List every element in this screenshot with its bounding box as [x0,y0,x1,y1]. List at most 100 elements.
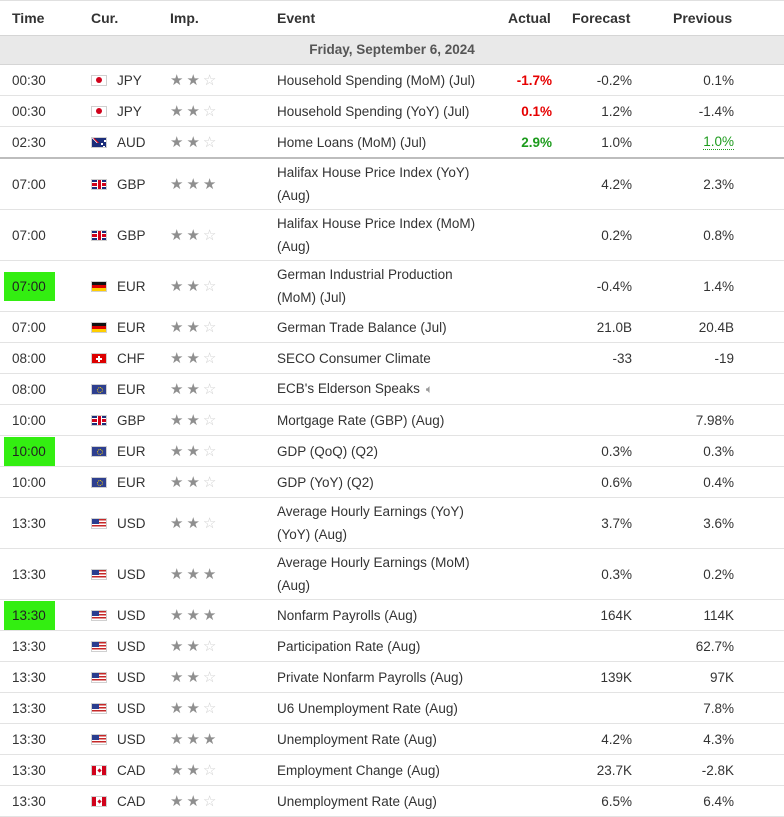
event-name[interactable]: Private Nonfarm Payrolls (Aug) [277,669,464,685]
event-row[interactable]: 13:30 USD ★ ★ ☆ Participation Rate (Aug) 62.7% [0,631,784,662]
event-name[interactable]: Average Hourly Earnings (MoM) (Aug) [277,555,470,593]
uk-flag-icon [91,229,107,241]
event-row[interactable]: 07:00 EUR ★ ★ ☆ German Industrial Production … [0,261,784,312]
event-name-cell[interactable]: Unemployment Rate (Aug) [277,786,492,816]
event-name[interactable]: U6 Unemployment Rate (Aug) [277,700,458,716]
star-empty-icon: ☆ [202,380,217,398]
currency-code: EUR [117,319,146,335]
event-name-cell[interactable]: SECO Consumer Climate [277,343,492,373]
flag-cell [91,127,109,157]
event-row[interactable]: 13:30 USD ★ ★ ★ Nonfarm Payrolls (Aug) 164K 114… [0,600,784,631]
importance-stars: ★ ★ ☆ [170,261,234,311]
event-name-cell[interactable]: Nonfarm Payrolls (Aug) [277,600,492,630]
event-name[interactable]: Household Spending (MoM) (Jul) [277,72,476,88]
column-header-time[interactable]: Time [12,10,45,26]
previous-value: 3.6% [703,515,734,531]
currency-cell: USD [117,600,157,630]
event-row[interactable]: 10:00 EUR ★ ★ ☆ GDP (YoY) (Q2) 0.6% 0.4% [0,467,784,498]
event-name[interactable]: GDP (QoQ) (Q2) [277,443,379,459]
column-header-forecast[interactable]: Forecast [572,10,631,26]
event-name[interactable]: Employment Change (Aug) [277,762,440,778]
star-filled-icon: ★ [170,792,184,810]
star-filled-icon: ★ [170,730,184,748]
event-row[interactable]: 00:30 JPY ★ ★ ☆ Household Spending (MoM) (Jul… [0,65,784,96]
event-row[interactable]: 10:00 GBP ★ ★ ☆ Mortgage Rate (GBP) (Aug) 7.98… [0,405,784,436]
event-name-cell[interactable]: German Trade Balance (Jul) [277,312,492,342]
speaker-icon[interactable]: 🔈︎ [425,382,434,396]
forecast-value: 23.7K [596,762,632,778]
event-name-cell[interactable]: Home Loans (MoM) (Jul) [277,127,492,157]
event-name-cell[interactable]: Halifax House Price Index (MoM) (Aug) [277,210,492,260]
event-name-cell[interactable]: U6 Unemployment Rate (Aug) [277,693,492,723]
event-row[interactable]: 13:30 CAD ★ ★ ☆ Employment Change (Aug) 23.7K -… [0,755,784,786]
event-row[interactable]: 02:30 AUD ★ ★ ☆ Home Loans (MoM) (Jul) 2.9% 1.0… [0,127,784,159]
event-name[interactable]: German Trade Balance (Jul) [277,319,447,335]
event-row[interactable]: 10:00 EUR ★ ★ ☆ GDP (QoQ) (Q2) 0.3% 0.3% [0,436,784,467]
event-time: 07:00 [12,227,46,243]
currency-cell: GBP [117,210,157,260]
event-name-cell[interactable]: GDP (QoQ) (Q2) [277,436,492,466]
event-name[interactable]: German Industrial Production (MoM) (Jul) [277,267,453,305]
event-name[interactable]: Halifax House Price Index (MoM) (Aug) [277,216,476,254]
forecast-cell: 4.2% [560,159,632,209]
event-name[interactable]: ECB's Elderson Speaks [277,381,420,396]
event-name-cell[interactable]: Average Hourly Earnings (YoY) (YoY) (Aug… [277,498,492,548]
event-name-cell[interactable]: Private Nonfarm Payrolls (Aug) [277,662,492,692]
event-row[interactable]: 13:30 USD ★ ★ ☆ Private Nonfarm Payrolls (Aug… [0,662,784,693]
currency-code: CAD [117,793,146,809]
event-row[interactable]: 13:30 USD ★ ★ ☆ Average Hourly Earnings (YoY)… [0,498,784,549]
event-name[interactable]: Nonfarm Payrolls (Aug) [277,607,418,623]
event-name-cell[interactable]: Mortgage Rate (GBP) (Aug) [277,405,492,435]
event-name[interactable]: Household Spending (YoY) (Jul) [277,103,470,119]
event-row[interactable]: 07:00 GBP ★ ★ ☆ Halifax House Price Index (Mo… [0,210,784,261]
previous-cell: 0.3% [650,436,734,466]
event-name[interactable]: Unemployment Rate (Aug) [277,731,437,747]
previous-revised[interactable]: 1.0% [703,134,734,150]
currency-code: GBP [117,412,146,428]
event-row[interactable]: 13:30 USD ★ ★ ☆ U6 Unemployment Rate (Aug) 7.8… [0,693,784,724]
event-name[interactable]: Participation Rate (Aug) [277,638,421,654]
event-time: 00:30 [12,72,46,88]
forecast-value: 4.2% [601,176,632,192]
star-filled-icon: ★ [170,71,184,89]
event-row[interactable]: 08:00 CHF ★ ★ ☆ SECO Consumer Climate -33 -19 [0,343,784,374]
event-name-cell[interactable]: Unemployment Rate (Aug) [277,724,492,754]
star-filled-icon: ★ [170,699,184,717]
star-filled-icon: ★ [186,71,200,89]
event-row[interactable]: 08:00 EUR ★ ★ ☆ ECB's Elderson Speaks 🔈︎ [0,374,784,405]
event-name-cell[interactable]: Average Hourly Earnings (MoM) (Aug) [277,549,492,599]
event-name-cell[interactable]: Halifax House Price Index (YoY) (Aug) [277,159,492,209]
event-name-cell[interactable]: Participation Rate (Aug) [277,631,492,661]
column-header-importance[interactable]: Imp. [170,10,199,26]
event-name-cell[interactable]: ECB's Elderson Speaks 🔈︎ [277,374,492,404]
forecast-cell [560,405,632,435]
currency-code: JPY [117,72,142,88]
star-filled-icon: ★ [186,792,200,810]
event-name-cell[interactable]: Household Spending (MoM) (Jul) [277,65,492,95]
event-row[interactable]: 13:30 CAD ★ ★ ☆ Unemployment Rate (Aug) 6.5% 6.… [0,786,784,817]
event-name[interactable]: Unemployment Rate (Aug) [277,793,437,809]
event-name[interactable]: Halifax House Price Index (YoY) (Aug) [277,165,470,203]
event-name-cell[interactable]: Household Spending (YoY) (Jul) [277,96,492,126]
column-header-currency[interactable]: Cur. [91,10,119,26]
event-name-cell[interactable]: GDP (YoY) (Q2) [277,467,492,497]
event-name[interactable]: SECO Consumer Climate [277,350,431,366]
column-header-previous[interactable]: Previous [673,10,733,26]
column-header-event[interactable]: Event [277,10,316,26]
event-row[interactable]: 00:30 JPY ★ ★ ☆ Household Spending (YoY) (Jul… [0,96,784,127]
star-filled-icon: ★ [170,761,184,779]
column-header-actual[interactable]: Actual [508,10,551,26]
event-name-cell[interactable]: Employment Change (Aug) [277,755,492,785]
event-name-cell[interactable]: German Industrial Production (MoM) (Jul) [277,261,492,311]
event-name[interactable]: Home Loans (MoM) (Jul) [277,134,427,150]
event-row[interactable]: 13:30 USD ★ ★ ★ Unemployment Rate (Aug) 4.2% 4.… [0,724,784,755]
flag-cell [91,549,109,599]
importance-stars: ★ ★ ★ [170,600,234,630]
event-row[interactable]: 07:00 GBP ★ ★ ★ Halifax House Price Index (Yo… [0,159,784,210]
event-row[interactable]: 13:30 USD ★ ★ ★ Average Hourly Earnings (MoM)… [0,549,784,600]
event-name[interactable]: GDP (YoY) (Q2) [277,474,374,490]
event-name[interactable]: Average Hourly Earnings (YoY) (YoY) (Aug… [277,504,464,542]
event-name[interactable]: Mortgage Rate (GBP) (Aug) [277,412,445,428]
event-row[interactable]: 07:00 EUR ★ ★ ☆ German Trade Balance (Jul) 21.… [0,312,784,343]
previous-value: 4.3% [703,731,734,747]
